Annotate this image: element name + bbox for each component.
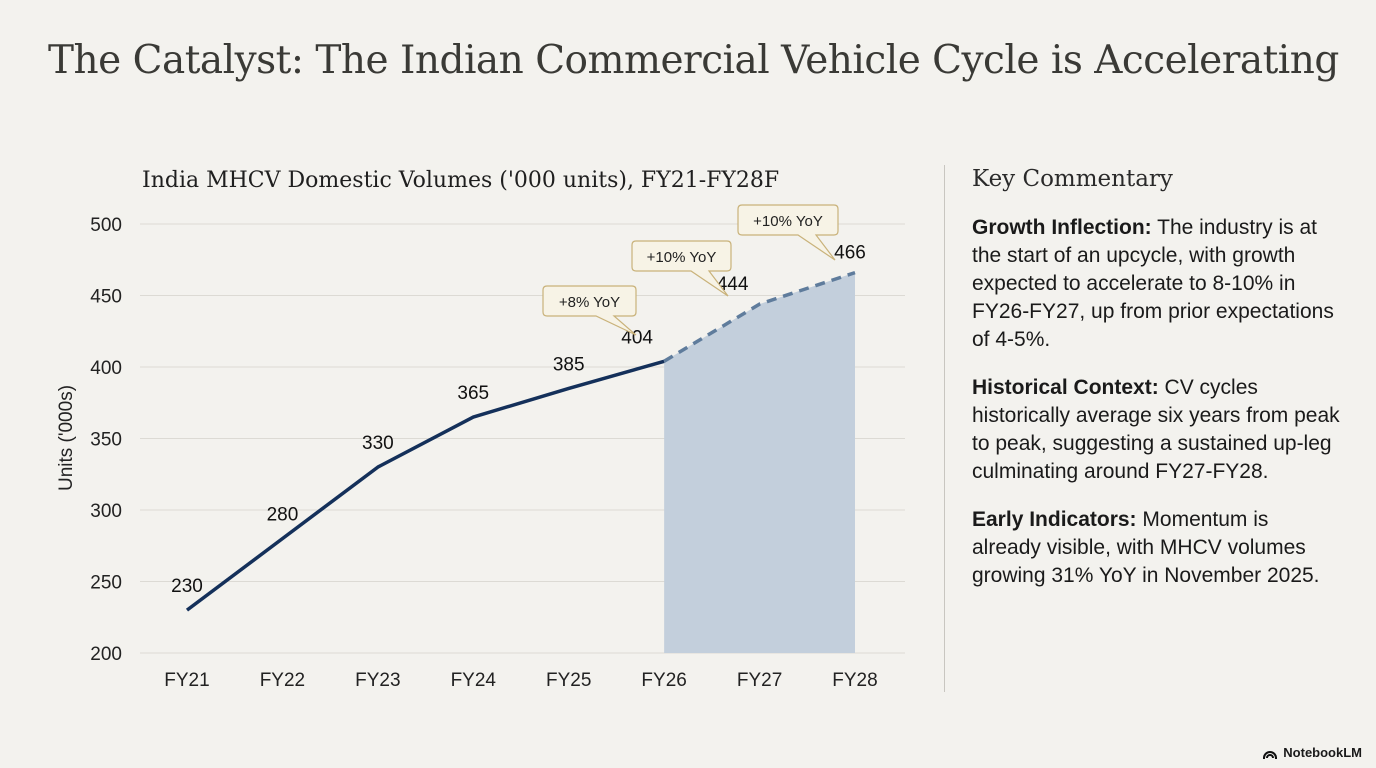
x-tick-label: FY26 [641,670,686,691]
divider [944,165,945,692]
brand: NotebookLM [1262,745,1362,760]
data-label: 230 [171,576,203,597]
y-tick-label: 200 [90,644,122,665]
data-label: 330 [362,433,394,454]
data-label: 365 [457,383,489,404]
data-label: 385 [553,354,585,375]
notebooklm-logo-icon [1263,750,1278,759]
yoy-callout [542,285,637,336]
y-tick-label: 250 [90,573,122,594]
yoy-callout-text: +10% YoY [753,213,823,230]
commentary-heading: Key Commentary [972,166,1173,192]
yoy-callout-text: +8% YoY [559,294,620,311]
data-label: 444 [717,274,749,295]
y-tick-label: 400 [90,358,122,379]
line-chart: 200 250 300 350 400 450 500 Units ('000s) FY21 FY… [56,204,905,691]
commentary-item: Growth Inflection: The industry is at th… [972,216,1334,351]
actual-series-line [185,359,665,612]
data-label: 466 [834,243,866,264]
y-axis-label: Units ('000s) [56,385,77,491]
chart-title: India MHCV Domestic Volumes ('000 units)… [142,168,780,193]
x-tick-label: FY27 [737,670,782,691]
page-title: The Catalyst: The Indian Commercial Vehi… [48,38,1339,83]
y-tick-label: 300 [90,501,122,522]
commentary-item: Early Indicators: Momentum is already vi… [972,508,1320,587]
yoy-callout [631,240,732,297]
y-tick-label: 450 [90,287,122,308]
x-tick-label: FY21 [164,670,209,691]
x-tick-label: FY22 [260,670,305,691]
brand-name: NotebookLM [1283,745,1362,760]
x-tick-label: FY23 [355,670,400,691]
yoy-callout-text: +10% YoY [647,249,717,266]
x-tick-label: FY28 [832,670,877,691]
y-tick-label: 350 [90,430,122,451]
data-label: 280 [267,505,299,526]
yoy-callout [737,204,839,261]
forecast-area [664,272,855,653]
y-tick-label: 500 [90,215,122,236]
commentary-panel: Key Commentary Growth Inflection: The in… [972,166,1342,610]
data-label: 404 [621,327,653,348]
x-tick-label: FY24 [451,670,497,691]
forecast-series-line [663,270,856,363]
commentary-item: Historical Context: CV cycles historical… [972,376,1340,483]
x-tick-label: FY25 [546,670,591,691]
